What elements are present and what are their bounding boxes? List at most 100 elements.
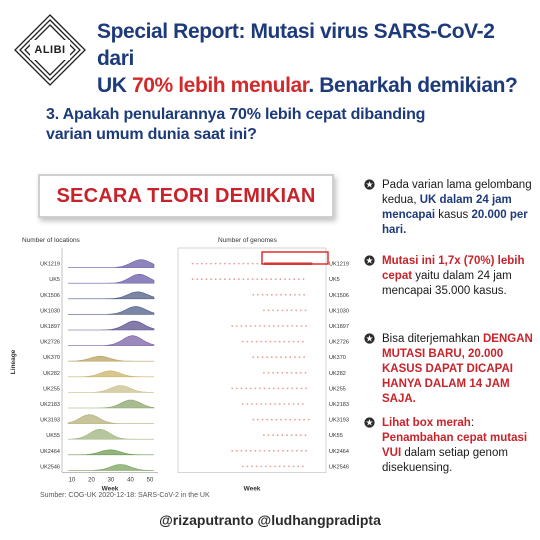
genome-dot bbox=[240, 325, 243, 327]
genome-dot bbox=[241, 340, 244, 343]
genome-dot bbox=[282, 449, 284, 452]
genome-dot bbox=[299, 434, 302, 437]
genome-dot bbox=[219, 278, 222, 281]
lineage-label-right: UK1219 bbox=[329, 262, 349, 268]
genome-dot bbox=[279, 278, 282, 281]
lineage-label-left: UK1219 bbox=[40, 262, 60, 268]
genome-dot bbox=[297, 465, 300, 468]
right-x-axis-label: Week bbox=[244, 485, 261, 492]
genome-dot bbox=[263, 449, 266, 452]
genome-dot bbox=[246, 340, 249, 343]
lineage-label-left: UK1030 bbox=[40, 308, 60, 314]
genome-dot bbox=[305, 325, 307, 327]
genome-dot bbox=[292, 465, 295, 468]
genome-dot bbox=[252, 418, 255, 421]
genome-dot bbox=[291, 449, 294, 452]
genome-dot bbox=[275, 293, 278, 296]
genome-dot bbox=[293, 278, 296, 281]
lineage-label-right: UK3193 bbox=[329, 418, 349, 424]
genome-dot bbox=[263, 434, 265, 437]
genome-dot bbox=[283, 340, 286, 343]
genome-dot bbox=[295, 434, 298, 437]
lineage-label-left: UK55 bbox=[46, 433, 60, 439]
genome-dot bbox=[265, 403, 267, 405]
genome-dot bbox=[228, 278, 231, 281]
genome-dot bbox=[281, 434, 284, 437]
lineage-label-left: UK2726 bbox=[40, 340, 60, 346]
genome-dot bbox=[297, 403, 300, 405]
genome-dot bbox=[301, 340, 304, 343]
genome-dot bbox=[303, 293, 305, 296]
genome-dot bbox=[284, 418, 287, 421]
x-tick-label: 30 bbox=[108, 477, 115, 483]
genome-dot bbox=[235, 449, 238, 452]
ridge-uk3193 bbox=[67, 414, 154, 424]
genome-dot bbox=[286, 309, 288, 312]
genome-dot bbox=[231, 449, 234, 452]
genome-dot bbox=[261, 278, 263, 281]
genome-dot bbox=[266, 418, 269, 421]
genome-dot bbox=[282, 325, 284, 327]
lineage-label-left: UK3193 bbox=[40, 418, 60, 424]
genome-dot bbox=[266, 356, 269, 359]
genome-dot bbox=[233, 262, 236, 265]
genome-dot bbox=[191, 262, 194, 265]
genome-dot bbox=[249, 387, 252, 390]
genome-dot bbox=[272, 309, 274, 312]
genome-dot bbox=[249, 449, 252, 452]
author-credits: @rizaputranto @ludhangpradipta bbox=[159, 512, 381, 528]
title-line-1: Special Report: Mutasi virus SARS-CoV-2 … bbox=[97, 20, 495, 70]
genome-dot bbox=[261, 293, 264, 296]
x-tick-label: 20 bbox=[88, 477, 95, 483]
lineage-label-right: UK2726 bbox=[329, 340, 349, 346]
lineage-label-left: UK255 bbox=[43, 386, 60, 392]
question-heading: 3. Apakah penularannya 70% lebih cepat d… bbox=[46, 105, 526, 145]
genome-dot bbox=[251, 403, 253, 405]
genome-dot bbox=[299, 309, 302, 312]
genome-dot bbox=[257, 418, 259, 421]
right-panel-title: Number of genomes bbox=[218, 237, 278, 244]
question-line-2: varian umum dunia saat ini? bbox=[46, 126, 257, 143]
genome-dot bbox=[268, 325, 271, 327]
banner-text: SECARA TEORI DEMIKIAN bbox=[56, 184, 316, 207]
star-bullet-icon bbox=[364, 255, 375, 266]
genome-dot bbox=[245, 387, 248, 390]
genome-dot bbox=[276, 309, 279, 312]
genome-dot bbox=[251, 340, 253, 343]
genome-dot bbox=[224, 262, 226, 265]
lineage-label-left: UK1897 bbox=[40, 324, 60, 330]
genome-dot bbox=[297, 340, 300, 343]
genome-dot bbox=[288, 278, 291, 281]
genome-dot bbox=[240, 449, 243, 452]
genome-dot bbox=[235, 387, 238, 390]
genome-dot bbox=[274, 403, 276, 405]
logo-frame-icon bbox=[14, 14, 86, 86]
genome-dot bbox=[263, 309, 265, 312]
genome-dot bbox=[254, 325, 257, 327]
genome-dot bbox=[290, 371, 293, 374]
source-note: Sumber: COG-UK 2020-12-18: SARS-CoV-2 in… bbox=[40, 492, 210, 499]
ridge-uk370 bbox=[67, 355, 154, 362]
genome-dot bbox=[249, 325, 252, 327]
lineage-axis-label: Lineage bbox=[10, 349, 17, 374]
genome-dot bbox=[269, 465, 272, 468]
ridge-uk1219 bbox=[68, 259, 155, 268]
lineage-label-left: UK5 bbox=[49, 277, 60, 283]
genome-dot bbox=[263, 325, 266, 327]
genome-dot bbox=[214, 278, 217, 281]
genome-dot bbox=[276, 434, 279, 437]
genome-dot bbox=[242, 278, 245, 281]
genome-dot bbox=[269, 340, 272, 343]
question-line-1: 3. Apakah penularannya 70% lebih cepat d… bbox=[46, 106, 426, 123]
genome-dot bbox=[288, 403, 290, 405]
genome-dot bbox=[305, 387, 307, 390]
genome-dot bbox=[286, 387, 289, 390]
genome-dot bbox=[304, 309, 307, 312]
genome-dot bbox=[274, 465, 276, 468]
genome-dot bbox=[246, 403, 249, 405]
genome-dot bbox=[214, 262, 217, 265]
genome-dot bbox=[260, 340, 263, 343]
genome-dot bbox=[260, 403, 263, 405]
genome-dot bbox=[200, 278, 203, 281]
genome-dot bbox=[219, 262, 222, 265]
